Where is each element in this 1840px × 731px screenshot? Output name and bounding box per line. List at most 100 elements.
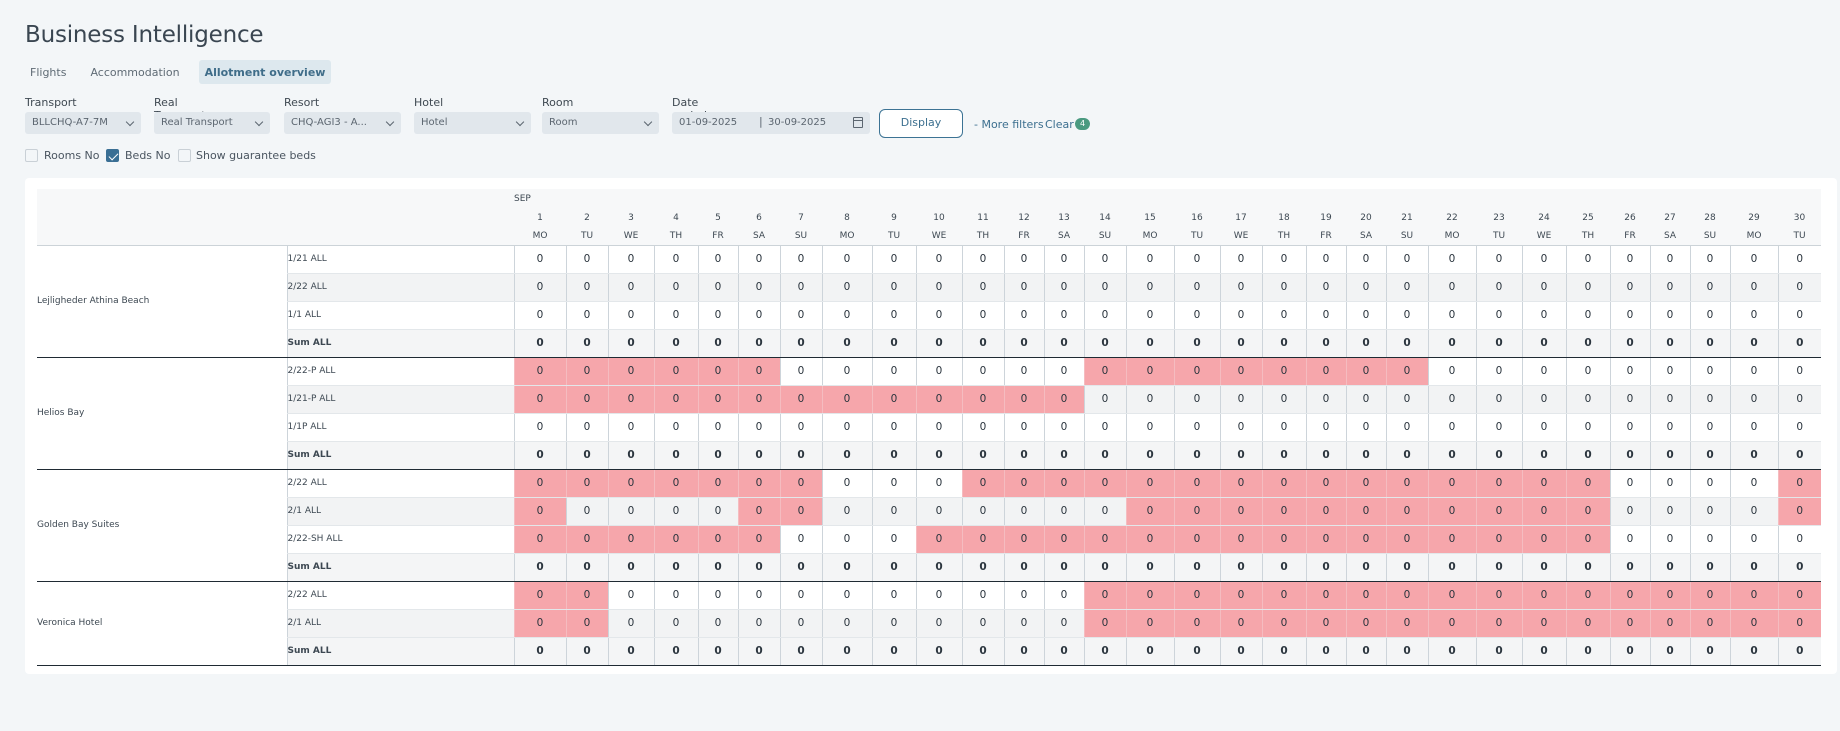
allotment-cell[interactable]: 0	[1689, 301, 1730, 330]
allotment-cell[interactable]: 0	[1565, 469, 1610, 498]
allotment-cell[interactable]: 0	[821, 245, 872, 274]
allotment-cell[interactable]: 0	[1609, 581, 1650, 610]
allotment-cell[interactable]: 0	[697, 245, 738, 274]
allotment-cell[interactable]: 0	[1777, 469, 1821, 498]
tab-allotment-overview[interactable]: Allotment overview	[198, 60, 332, 84]
allotment-cell[interactable]: 0	[565, 385, 608, 414]
allotment-cell[interactable]: 0	[1043, 385, 1084, 414]
calendar-icon[interactable]	[853, 117, 863, 128]
allotment-cell[interactable]: 0	[1219, 469, 1262, 498]
allotment-cell[interactable]: 0	[1385, 413, 1428, 442]
allotment-cell[interactable]: 0	[1173, 385, 1220, 414]
allotment-cell[interactable]: 0	[871, 581, 916, 610]
allotment-cell[interactable]: 0	[1125, 581, 1174, 610]
allotment-cell[interactable]: 0	[1305, 385, 1346, 414]
allotment-cell[interactable]: 0	[1427, 609, 1476, 638]
allotment-cell[interactable]: 0	[653, 245, 698, 274]
allotment-cell[interactable]: 0	[1729, 273, 1778, 302]
allotment-cell[interactable]: 0	[1125, 245, 1174, 274]
allotment-cell[interactable]: 0	[513, 469, 566, 498]
allotment-cell[interactable]: 0	[697, 525, 738, 554]
allotment-cell[interactable]: 0	[1083, 497, 1126, 526]
allotment-cell[interactable]: 0	[1649, 581, 1690, 610]
allotment-cell[interactable]: 0	[513, 581, 566, 610]
allotment-cell[interactable]: 0	[607, 609, 654, 638]
allotment-cell[interactable]: 0	[513, 385, 566, 414]
allotment-cell[interactable]: 0	[1261, 581, 1306, 610]
allotment-cell[interactable]: 0	[1777, 301, 1821, 330]
allotment-cell[interactable]: 0	[1173, 245, 1220, 274]
allotment-cell[interactable]: 0	[1427, 413, 1476, 442]
allotment-cell[interactable]: 0	[871, 609, 916, 638]
allotment-cell[interactable]: 0	[1043, 469, 1084, 498]
allotment-cell[interactable]: 0	[1173, 525, 1220, 554]
allotment-cell[interactable]: 0	[1729, 469, 1778, 498]
allotment-cell[interactable]: 0	[1609, 245, 1650, 274]
allotment-cell[interactable]: 0	[697, 357, 738, 386]
allotment-cell[interactable]: 0	[1125, 357, 1174, 386]
allotment-cell[interactable]: 0	[607, 497, 654, 526]
allotment-cell[interactable]: 0	[871, 525, 916, 554]
allotment-cell[interactable]: 0	[1565, 497, 1610, 526]
allotment-cell[interactable]: 0	[1521, 413, 1566, 442]
allotment-cell[interactable]: 0	[697, 469, 738, 498]
allotment-cell[interactable]: 0	[653, 357, 698, 386]
allotment-cell[interactable]: 0	[1345, 469, 1386, 498]
allotment-cell[interactable]: 0	[961, 497, 1004, 526]
allotment-cell[interactable]: 0	[1521, 357, 1566, 386]
allotment-cell[interactable]: 0	[697, 413, 738, 442]
allotment-cell[interactable]: 0	[607, 385, 654, 414]
allotment-cell[interactable]: 0	[1565, 357, 1610, 386]
allotment-cell[interactable]: 0	[1475, 413, 1522, 442]
allotment-cell[interactable]: 0	[1565, 385, 1610, 414]
allotment-cell[interactable]: 0	[779, 385, 822, 414]
allotment-cell[interactable]: 0	[1729, 525, 1778, 554]
allotment-cell[interactable]: 0	[1565, 245, 1610, 274]
allotment-cell[interactable]: 0	[1261, 301, 1306, 330]
allotment-cell[interactable]: 0	[697, 497, 738, 526]
allotment-cell[interactable]: 0	[1173, 497, 1220, 526]
allotment-cell[interactable]: 0	[1261, 609, 1306, 638]
allotment-cell[interactable]: 0	[1777, 525, 1821, 554]
allotment-cell[interactable]: 0	[1777, 245, 1821, 274]
allotment-cell[interactable]: 0	[1261, 357, 1306, 386]
allotment-cell[interactable]: 0	[737, 385, 780, 414]
allotment-cell[interactable]: 0	[1173, 301, 1220, 330]
allotment-cell[interactable]: 0	[1385, 609, 1428, 638]
allotment-cell[interactable]: 0	[1345, 581, 1386, 610]
allotment-cell[interactable]: 0	[1125, 301, 1174, 330]
allotment-cell[interactable]: 0	[1729, 301, 1778, 330]
allotment-cell[interactable]: 0	[871, 413, 916, 442]
allotment-cell[interactable]: 0	[1565, 609, 1610, 638]
allotment-cell[interactable]: 0	[1689, 413, 1730, 442]
date-period-input[interactable]: 01-09-2025 | 30-09-2025	[672, 112, 870, 134]
allotment-cell[interactable]: 0	[1261, 273, 1306, 302]
allotment-cell[interactable]: 0	[1261, 525, 1306, 554]
beds-no-checkbox[interactable]	[106, 149, 119, 162]
allotment-cell[interactable]: 0	[1385, 301, 1428, 330]
allotment-cell[interactable]: 0	[779, 413, 822, 442]
allotment-cell[interactable]: 0	[737, 609, 780, 638]
allotment-cell[interactable]: 0	[1649, 301, 1690, 330]
allotment-cell[interactable]: 0	[737, 273, 780, 302]
allotment-cell[interactable]: 0	[1219, 245, 1262, 274]
allotment-cell[interactable]: 0	[1609, 525, 1650, 554]
allotment-cell[interactable]: 0	[1003, 245, 1044, 274]
allotment-cell[interactable]: 0	[1385, 245, 1428, 274]
allotment-cell[interactable]: 0	[821, 357, 872, 386]
allotment-cell[interactable]: 0	[1777, 357, 1821, 386]
allotment-cell[interactable]: 0	[1729, 581, 1778, 610]
allotment-cell[interactable]: 0	[1427, 357, 1476, 386]
real-transport-select[interactable]: Real Transport	[154, 112, 270, 134]
allotment-cell[interactable]: 0	[1521, 385, 1566, 414]
allotment-cell[interactable]: 0	[565, 609, 608, 638]
allotment-cell[interactable]: 0	[1305, 469, 1346, 498]
allotment-cell[interactable]: 0	[1043, 525, 1084, 554]
allotment-cell[interactable]: 0	[1173, 609, 1220, 638]
allotment-cell[interactable]: 0	[871, 301, 916, 330]
allotment-cell[interactable]: 0	[1729, 609, 1778, 638]
allotment-cell[interactable]: 0	[1305, 413, 1346, 442]
allotment-cell[interactable]: 0	[1125, 413, 1174, 442]
allotment-cell[interactable]: 0	[653, 525, 698, 554]
allotment-cell[interactable]: 0	[1385, 497, 1428, 526]
